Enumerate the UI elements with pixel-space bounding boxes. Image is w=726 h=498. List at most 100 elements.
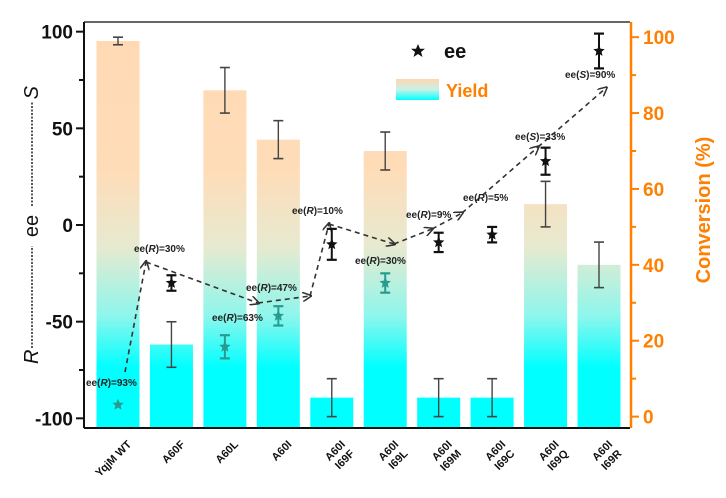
yield-error-bar [219,66,230,114]
ee-annotation-prefix: ee( [515,132,530,143]
left-tick-label: -100 [35,409,73,430]
left-tick-label: 100 [41,23,73,44]
legend: ee Yield [396,41,488,101]
yield-error-bar [380,131,391,171]
ee-trend-arrow [461,147,538,214]
right-tick-label: 60 [643,180,664,201]
yield-bars [96,40,621,429]
ee-annotation: ee(R)=93% [86,378,137,389]
ee-annotation: ee(R)=5% [463,193,508,204]
legend-ee-marker [411,44,425,57]
legend-ee-label: ee [444,41,466,63]
ee-annotation-value: )=9% [428,210,452,221]
ee-annotation-value: )=10% [314,206,343,217]
ee-annotation-config: R [306,206,314,217]
ee-annotations: ee(R)=93%ee(R)=30%ee(R)=63%ee(R)=47%ee(R… [86,70,615,389]
ee-annotation-config: R [226,313,234,324]
yield-bar [96,40,140,429]
yield-bar [524,204,568,428]
yield-bar [203,90,247,428]
right-tick-label: 0 [643,408,654,429]
ee-point [272,309,284,321]
right-tick-label: 80 [643,104,664,125]
ee-annotation: ee(R)=47% [246,283,297,294]
right-axis-label: Conversion (%) [693,137,715,284]
left-axis-label: R ee S [21,85,43,364]
ee-annotation: ee(R)=30% [134,244,185,255]
yield-error-bar [326,377,337,418]
ee-annotation: ee(R)=63% [212,313,263,324]
ee-trend-arrow [309,224,329,297]
yield-bar [256,139,300,429]
ee-annotation-prefix: ee( [406,210,421,221]
left-tick-label: 0 [62,216,73,237]
left-axis-ticks: -100 -50 0 50 100 [35,23,84,430]
ee-trend-arrow [393,229,432,245]
yield-error-bars [113,36,604,418]
ee-annotation: ee(S)=33% [515,132,565,143]
left-axis-label-s: S [21,85,43,99]
ee-annotation: ee(R)=10% [292,206,343,217]
ee-annotation-value: )=5% [485,193,509,204]
ee-annotation-value: )=30% [377,256,406,267]
ee-annotation-config: S [579,70,586,81]
left-axis-label-r: R [21,350,43,364]
ee-trend-arrow [145,261,258,303]
ee-annotation-prefix: ee( [134,244,149,255]
right-tick-label: 40 [643,256,664,277]
ee-annotation-prefix: ee( [246,283,261,294]
right-tick-label: 20 [643,332,664,353]
ee-point [219,340,231,352]
left-axis-label-ee: ee [21,215,43,237]
yield-error-bar [166,320,177,369]
ee-annotation-value: )=47% [268,283,297,294]
ee-point [112,398,124,410]
ee-annotation-prefix: ee( [212,313,227,324]
legend-yield-label: Yield [446,81,488,101]
right-tick-label: 100 [643,28,675,49]
ee-point [433,236,445,248]
ee-point [486,228,498,240]
ee-annotation-value: )=33% [536,132,565,143]
left-tick-label: 50 [52,119,73,140]
yield-error-bar [273,119,284,160]
ee-annotation: ee(R)=30% [355,256,406,267]
x-category-label-line: A60L [213,438,241,466]
yield-error-bar [433,377,444,418]
x-category-label: A60I [270,439,295,464]
ee-point [539,155,552,167]
yield-bar [577,264,621,428]
ee-point [326,238,338,250]
ee-annotation-prefix: ee( [86,378,101,389]
ee-annotation-value: )=63% [234,313,263,324]
ee-annotation-value: )=30% [156,244,185,255]
ee-point [593,45,605,56]
ee-annotation-config: R [420,210,428,221]
yield-error-bar [487,377,498,418]
ee-annotation-prefix: ee( [292,206,307,217]
ee-annotation: ee(S)=90% [565,70,615,81]
ee-annotation: ee(R)=9% [406,210,451,221]
x-category-label-line: A60I [270,439,295,464]
ee-points [112,32,605,410]
x-category-label-line: A60F [160,438,188,466]
ee-annotation-prefix: ee( [355,256,370,267]
ee-annotation-config: R [369,256,377,267]
ee-annotation-config: R [260,283,268,294]
ee-annotation-value: )=90% [586,70,615,81]
ee-annotation-config: S [529,132,536,143]
ee-annotation-config: R [100,378,108,389]
x-category-label: YqjM WT [93,438,134,479]
ee-annotation-prefix: ee( [565,70,580,81]
yield-error-bar [540,180,551,228]
yield-error-bar [594,241,604,289]
ee-annotation-prefix: ee( [463,193,478,204]
legend-yield-swatch [396,79,439,100]
ee-trend-arrow [328,223,394,244]
x-category-label-line: YqjM WT [93,438,134,479]
